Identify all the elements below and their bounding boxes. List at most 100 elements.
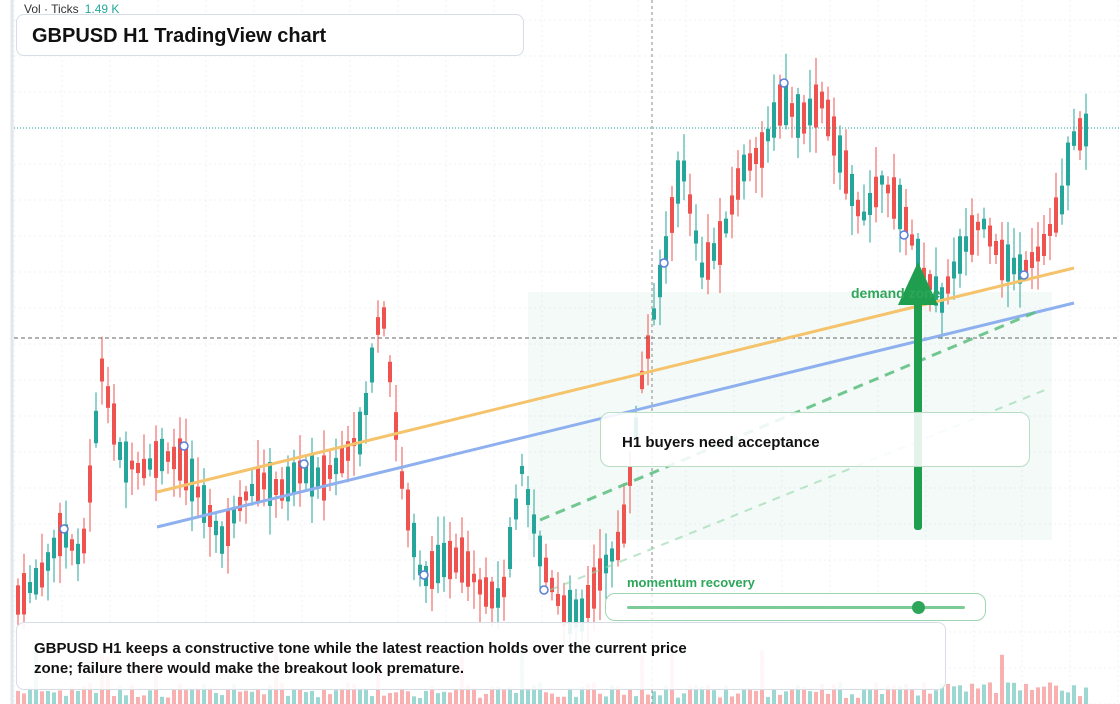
volume-bar: [658, 695, 662, 704]
candle-body: [682, 160, 686, 182]
candle-body: [544, 557, 548, 583]
candle-body: [346, 441, 350, 461]
volume-bar: [532, 684, 536, 704]
volume-bar: [622, 694, 626, 704]
candle-body: [58, 512, 62, 557]
volume-bar: [1018, 690, 1022, 704]
volume-bar: [340, 688, 344, 704]
volume-bar: [118, 686, 122, 704]
volume-bar: [172, 689, 176, 704]
candle-body: [52, 537, 56, 559]
candle-body: [64, 524, 68, 548]
candle-body: [820, 91, 824, 109]
candle-body: [190, 458, 194, 502]
volume-bar: [418, 697, 422, 704]
volume-bar: [598, 693, 602, 704]
candle-body: [208, 504, 212, 528]
volume-bar: [424, 690, 428, 704]
candle-body: [490, 581, 494, 609]
candle-body: [358, 411, 362, 455]
volume-bar: [742, 687, 746, 704]
candle-body: [502, 576, 506, 598]
momentum-knob[interactable]: [911, 601, 925, 614]
candle-body: [274, 479, 278, 495]
candle-body: [268, 461, 272, 507]
volume-bar: [190, 687, 194, 704]
candle-body: [700, 262, 704, 278]
candle-body: [142, 458, 146, 479]
candle-body: [670, 197, 674, 233]
volume-bar: [1030, 690, 1034, 704]
candle-body: [676, 160, 680, 204]
volume-bar: [646, 694, 650, 704]
candle-body: [250, 484, 254, 496]
candle-body: [226, 509, 230, 547]
candle-body: [904, 206, 908, 238]
volume-legend: Vol · Ticks 1.49 K: [24, 2, 119, 16]
candle-body: [742, 154, 746, 182]
candle-body: [562, 595, 566, 626]
candle-body: [178, 438, 182, 481]
volume-bar: [1084, 687, 1088, 704]
volume-bar: [298, 689, 302, 704]
volume-bar: [748, 688, 752, 704]
volume-bar: [388, 693, 392, 704]
volume-bar: [892, 685, 896, 704]
volume-bar: [538, 682, 542, 704]
volume-bar: [544, 692, 548, 704]
volume-bar: [982, 684, 986, 704]
candle-body: [832, 116, 836, 156]
volume-bar: [202, 683, 206, 704]
volume-bar: [754, 690, 758, 704]
candle-body: [376, 317, 380, 335]
volume-bar: [454, 689, 458, 704]
volume-bar: [70, 687, 74, 704]
volume-bar: [412, 696, 416, 704]
candle-body: [1054, 197, 1058, 233]
candle-body: [694, 230, 698, 244]
volume-bar: [478, 697, 482, 704]
volume-bar: [400, 688, 404, 704]
volume-bar: [88, 683, 92, 704]
volume-bar: [130, 684, 134, 704]
candle-body: [454, 547, 458, 573]
candle-body: [868, 193, 872, 215]
volume-bar: [586, 683, 590, 704]
candle-body: [574, 599, 578, 628]
candle-body: [22, 573, 26, 615]
candle-body: [808, 98, 812, 126]
volume-bar: [784, 691, 788, 704]
candle-body: [28, 582, 32, 593]
callout-text: H1 buyers need acceptance: [622, 434, 820, 451]
volume-bar: [826, 693, 830, 704]
volume-bar: [76, 690, 80, 704]
volume-bar: [124, 695, 128, 704]
candle-body: [334, 457, 338, 475]
candle-body: [256, 466, 260, 502]
volume-bar: [322, 689, 326, 704]
volume-bar: [724, 685, 728, 704]
volume-bar: [178, 683, 182, 704]
volume-bar: [634, 696, 638, 704]
volume-bar: [700, 686, 704, 704]
candle-body: [484, 577, 488, 607]
candle-body: [1078, 118, 1082, 151]
candle-body: [556, 594, 560, 606]
title-panel: GBPUSD H1 TradingView chart: [16, 14, 524, 56]
volume-bar: [832, 684, 836, 704]
candle-body: [784, 82, 788, 126]
candle-body: [712, 243, 716, 261]
candle-body: [112, 403, 116, 445]
candle-body: [1072, 131, 1076, 146]
momentum-slider[interactable]: [605, 593, 986, 621]
candle-body: [766, 128, 770, 142]
signal-markers: [59, 78, 1029, 595]
volume-bar: [1000, 654, 1004, 704]
volume-bar: [682, 693, 686, 704]
candle-body: [952, 261, 956, 279]
candle-body: [754, 147, 758, 165]
candle-body: [292, 462, 296, 494]
volume-bar: [82, 686, 86, 704]
volume-bar: [286, 695, 290, 704]
volume-bar: [1066, 692, 1070, 704]
